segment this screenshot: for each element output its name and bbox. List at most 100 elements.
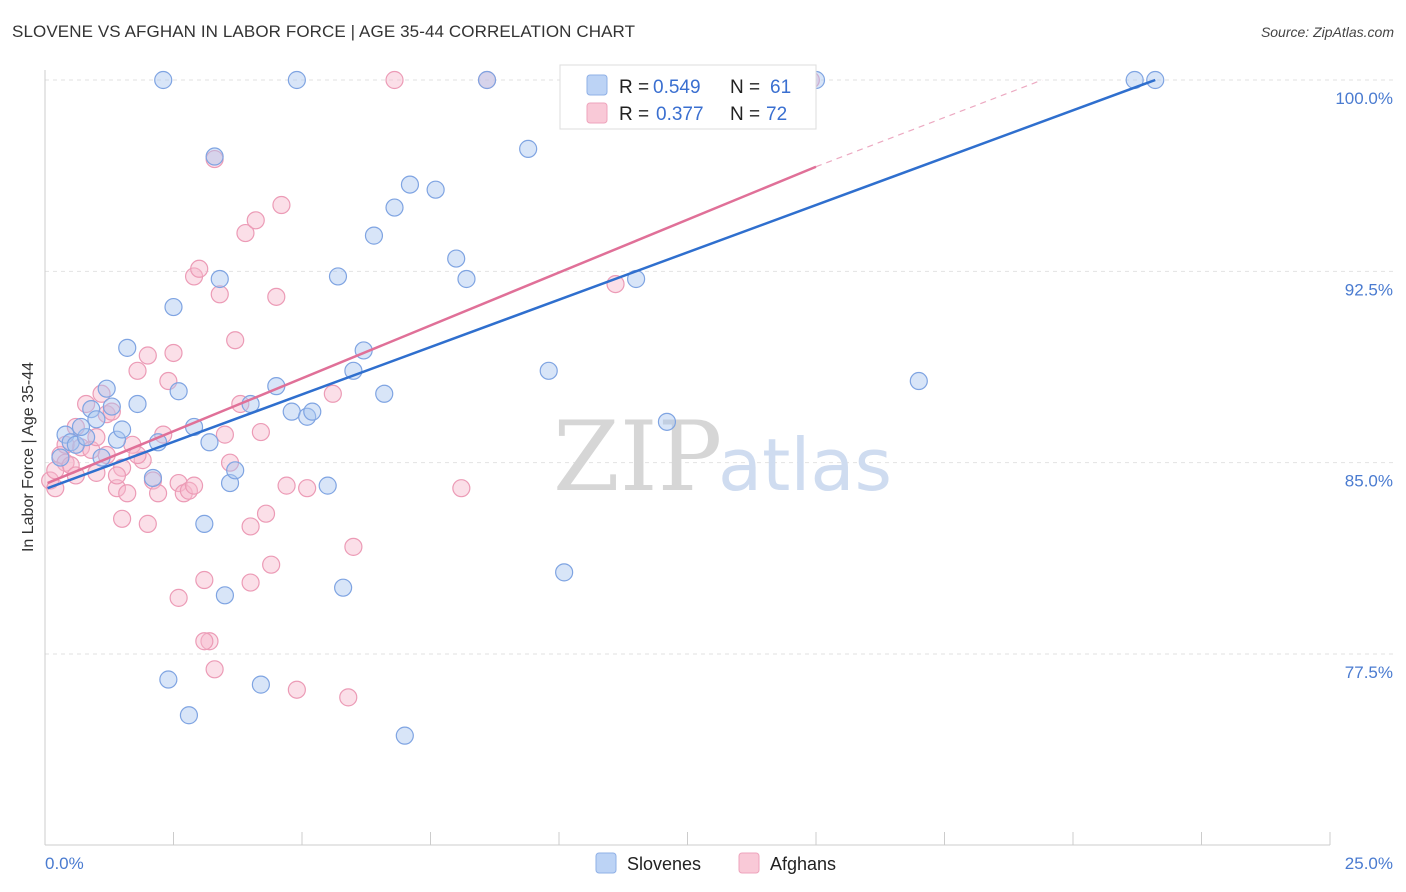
watermark-atlas: atlas	[718, 423, 892, 507]
legend-r-value-slovenes: 0.549	[653, 77, 701, 98]
afghans-point	[128, 361, 147, 380]
afghans-point	[287, 680, 306, 699]
slovenes-point	[457, 269, 476, 289]
afghans-point	[77, 394, 96, 414]
y-tick-label: 92.5%	[1345, 280, 1393, 299]
slovenes-point	[195, 514, 214, 533]
watermark: ZIP atlas	[553, 401, 892, 513]
slovenes-legend-swatch	[595, 852, 617, 874]
afghans-trend-line	[47, 165, 817, 485]
slovenes-point	[555, 563, 574, 582]
chart-title: SLOVENE VS AFGHAN IN LABOR FORCE | AGE 3…	[12, 22, 636, 41]
slovenes-point	[395, 726, 414, 745]
slovenes-point	[210, 269, 229, 289]
slovenes-point	[179, 706, 199, 725]
slovenes-point	[205, 147, 224, 166]
slovenes-point	[71, 417, 91, 437]
afghans-point	[277, 476, 296, 495]
slovenes-point	[128, 394, 147, 414]
afghans-point	[107, 466, 127, 485]
slovenes-point	[426, 180, 445, 199]
slovenes-point	[51, 448, 70, 467]
slovenes-point	[287, 70, 306, 90]
y-tick-label: 77.5%	[1345, 663, 1393, 682]
y-axis-label: In Labor Force | Age 35-44	[20, 362, 37, 552]
afghans-point	[262, 555, 281, 574]
afghans-point	[298, 479, 317, 498]
slovenes-point	[657, 412, 677, 431]
slovenes-point	[215, 586, 234, 605]
afghans-point	[241, 517, 260, 536]
slovenes-point	[385, 198, 404, 217]
afghans-point	[251, 422, 270, 442]
afghans-trend-extension	[815, 79, 1043, 168]
afghans-point	[267, 287, 286, 306]
afghans-point	[241, 573, 260, 592]
afghans-point	[56, 453, 75, 472]
slovenes-point	[77, 428, 96, 447]
y-tick-label: 100.0%	[1335, 89, 1393, 108]
series-legend: Slovenes Afghans	[595, 852, 836, 874]
afghans-point	[195, 570, 214, 590]
afghans-point	[148, 484, 168, 503]
slovenes-point	[143, 468, 163, 488]
afghans-point	[323, 384, 342, 403]
afghans-point	[215, 425, 234, 444]
afghans-point	[169, 588, 188, 607]
slovenes-point	[539, 361, 558, 380]
afghans-point	[205, 660, 224, 679]
slovenes-point	[97, 379, 116, 398]
afghans-point	[210, 285, 229, 304]
slovenes-point	[87, 410, 106, 429]
slovenes-point	[375, 384, 394, 403]
slovenes-point	[164, 297, 183, 317]
afghans-point	[226, 331, 245, 350]
slovenes-point	[159, 670, 178, 689]
x-tick-label-0: 0.0%	[45, 854, 84, 873]
slovenes-point	[66, 435, 85, 454]
afghans-point	[138, 514, 157, 533]
afghans-point	[138, 346, 157, 365]
slovenes-point	[169, 382, 188, 401]
slovenes-point	[282, 402, 301, 421]
afghans-legend-label: Afghans	[770, 854, 836, 874]
slovenes-point	[118, 338, 137, 357]
source-label: Source: ZipAtlas.com	[1260, 24, 1394, 40]
watermark-zip: ZIP	[553, 401, 722, 513]
afghans-point	[169, 473, 188, 493]
afghans-point	[195, 632, 214, 651]
slovenes-point	[251, 675, 270, 694]
afghans-point	[385, 70, 404, 90]
afghans-point	[112, 509, 132, 528]
slovenes-points	[51, 70, 1165, 745]
y-tick-labels: 77.5% 85.0% 92.5% 100.0%	[1335, 89, 1393, 682]
afghans-point	[102, 402, 121, 421]
afghans-point	[339, 688, 358, 707]
y-tick-label: 85.0%	[1345, 472, 1393, 491]
afghans-point	[256, 504, 276, 523]
slovenes-point	[364, 226, 384, 245]
slovenes-point	[328, 267, 348, 286]
afghans-point	[179, 481, 199, 500]
slovenes-point	[154, 70, 173, 90]
legend-n-label-slovenes: N =	[730, 77, 760, 98]
afghans-point	[118, 484, 137, 503]
slovenes-point	[318, 476, 337, 495]
afghans-point	[190, 259, 209, 278]
slovenes-point	[298, 407, 317, 426]
gridlines	[45, 79, 1393, 655]
slovenes-point	[303, 402, 322, 421]
slovenes-point	[447, 249, 466, 268]
afghans-point	[184, 476, 204, 495]
slovenes-point	[112, 420, 132, 439]
slovenes-point	[102, 397, 121, 416]
x-tick-label-1: 25.0%	[1345, 854, 1393, 873]
slovenes-point	[334, 578, 353, 597]
afghans-swatch	[586, 102, 608, 124]
slovenes-legend-label: Slovenes	[627, 854, 701, 874]
afghans-point	[174, 484, 193, 503]
afghans-points	[41, 70, 820, 707]
afghans-point	[272, 195, 291, 215]
slovenes-trend-line	[47, 78, 1156, 490]
